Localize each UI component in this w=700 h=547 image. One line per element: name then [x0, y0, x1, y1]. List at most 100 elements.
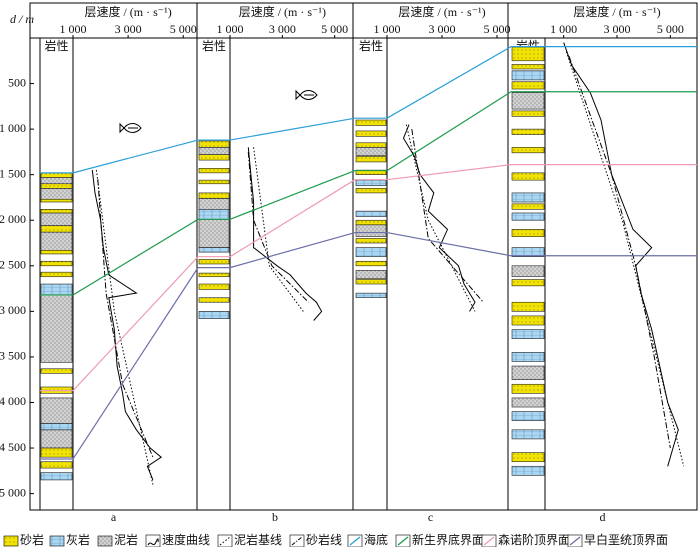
x-tick-label: 1 000 [60, 22, 87, 36]
x-tick-label: 5 000 [657, 22, 684, 36]
x-tick-label: 5 000 [321, 22, 348, 36]
mudstone-layer [40, 231, 73, 251]
sandstone-layer [355, 156, 387, 163]
mudstone-baseline [95, 170, 154, 485]
y-tick-label: 4 500 [0, 440, 26, 454]
legend-line [483, 536, 495, 546]
sandstone-layer [40, 183, 73, 189]
sandstone-layer [511, 128, 545, 135]
legend-line [397, 536, 409, 546]
sandstone-layer [355, 279, 387, 285]
x-tick-label: 3 000 [429, 22, 456, 36]
legend-label: 海底 [364, 532, 388, 547]
sandstone-layer [40, 461, 73, 469]
y-tick-label: 3 000 [0, 303, 26, 317]
panel-label: c [428, 510, 433, 524]
mudstone-layer [40, 429, 73, 449]
sandstone-layer [355, 188, 387, 194]
limestone-layer [40, 283, 73, 296]
horizon-connector [229, 231, 356, 269]
limestone-layer [198, 209, 230, 220]
mudstone-layer [40, 188, 73, 200]
limestone-layer [511, 192, 545, 203]
sandstone-layer [355, 130, 387, 137]
limestone-layer [355, 292, 387, 298]
sandstone-layer [40, 447, 73, 458]
horizon-connector [386, 91, 512, 172]
x-tick-label: 5 000 [170, 22, 197, 36]
horizon-connector [229, 179, 356, 258]
velocity-curve [247, 147, 323, 321]
legend-label: 泥岩基线 [234, 532, 282, 547]
legend-label: 速度曲线 [162, 532, 210, 547]
x-tick-label: 5 000 [484, 22, 511, 36]
frame [29, 2, 698, 511]
horizon-connector [72, 139, 199, 174]
y-tick-label: 500 [8, 75, 26, 89]
legend-label: 森诺阶顶界面 [498, 532, 570, 547]
sandstone-layer [511, 383, 545, 394]
sandstone-layer [511, 315, 545, 326]
fish-icon [119, 122, 142, 134]
legend-label: 灰岩 [66, 532, 90, 547]
limestone-layer [198, 247, 230, 253]
lith-title: 岩性 [44, 38, 68, 53]
sandstone-layer [511, 46, 545, 62]
sandstone-layer [355, 142, 387, 148]
limestone-layer [511, 247, 545, 257]
legend-label: 泥岩 [114, 532, 138, 547]
limestone-layer [355, 210, 387, 217]
legend-box [145, 534, 161, 547]
legend-line [147, 538, 159, 546]
sandstone-layer [355, 119, 387, 126]
legend-line [219, 536, 231, 546]
limestone-layer [198, 311, 230, 319]
sandstone-layer [40, 368, 73, 374]
sandstone-layer [198, 168, 230, 174]
track-title: 层速度 / (m · s⁻¹) [573, 4, 660, 19]
lith-title: 岩性 [359, 38, 383, 53]
legend-line [291, 536, 303, 546]
track-title: 层速度 / (m · s⁻¹) [239, 4, 326, 19]
mudstone-layer [40, 212, 73, 227]
legend-label: 砂岩线 [306, 532, 342, 547]
sandstone-layer [511, 147, 545, 154]
limestone-layer [355, 179, 387, 186]
legend-label: 新生界底界面 [412, 532, 484, 547]
mudstone-baseline [565, 51, 685, 467]
mudstone-layer [40, 177, 73, 185]
sandstone-layer [198, 179, 230, 185]
sandstone-layer [198, 154, 230, 161]
legend-box [217, 534, 233, 547]
panel-label: d [600, 510, 606, 524]
y-tick-label: 2 500 [0, 258, 26, 272]
legend-swatch [97, 535, 113, 547]
sandstone-layer [511, 110, 545, 117]
sandstone-layer [40, 250, 73, 255]
velocity-curve [91, 170, 163, 481]
velocity-curve [563, 42, 679, 467]
fish-icon [295, 89, 318, 101]
sandstone-layer [198, 283, 230, 290]
mudstone-layer [511, 365, 545, 380]
legend-label: 砂岩 [20, 532, 44, 547]
y-tick-label: 1 500 [0, 166, 26, 180]
sandstone-layer [198, 259, 230, 265]
x-tick-label: 3 000 [269, 22, 296, 36]
sandstone-layer [511, 203, 545, 210]
sandstone-layer [198, 140, 230, 148]
velocity-curve [402, 124, 476, 312]
mudstone-layer [198, 219, 230, 248]
mudstone-layer [511, 92, 545, 110]
sandstone-line [411, 129, 484, 303]
mudstone-layer [40, 397, 73, 424]
horizon-connector [229, 117, 356, 141]
sandstone-layer [355, 219, 387, 226]
limestone-layer [511, 212, 545, 221]
x-tick-label: 1 000 [550, 22, 577, 36]
legend-label: 早白垩统顶界面 [584, 532, 668, 547]
legend-swatch [49, 535, 65, 547]
x-tick-label: 1 000 [374, 22, 401, 36]
horizon-connector [72, 267, 199, 460]
depth-label: d / m [10, 12, 34, 26]
